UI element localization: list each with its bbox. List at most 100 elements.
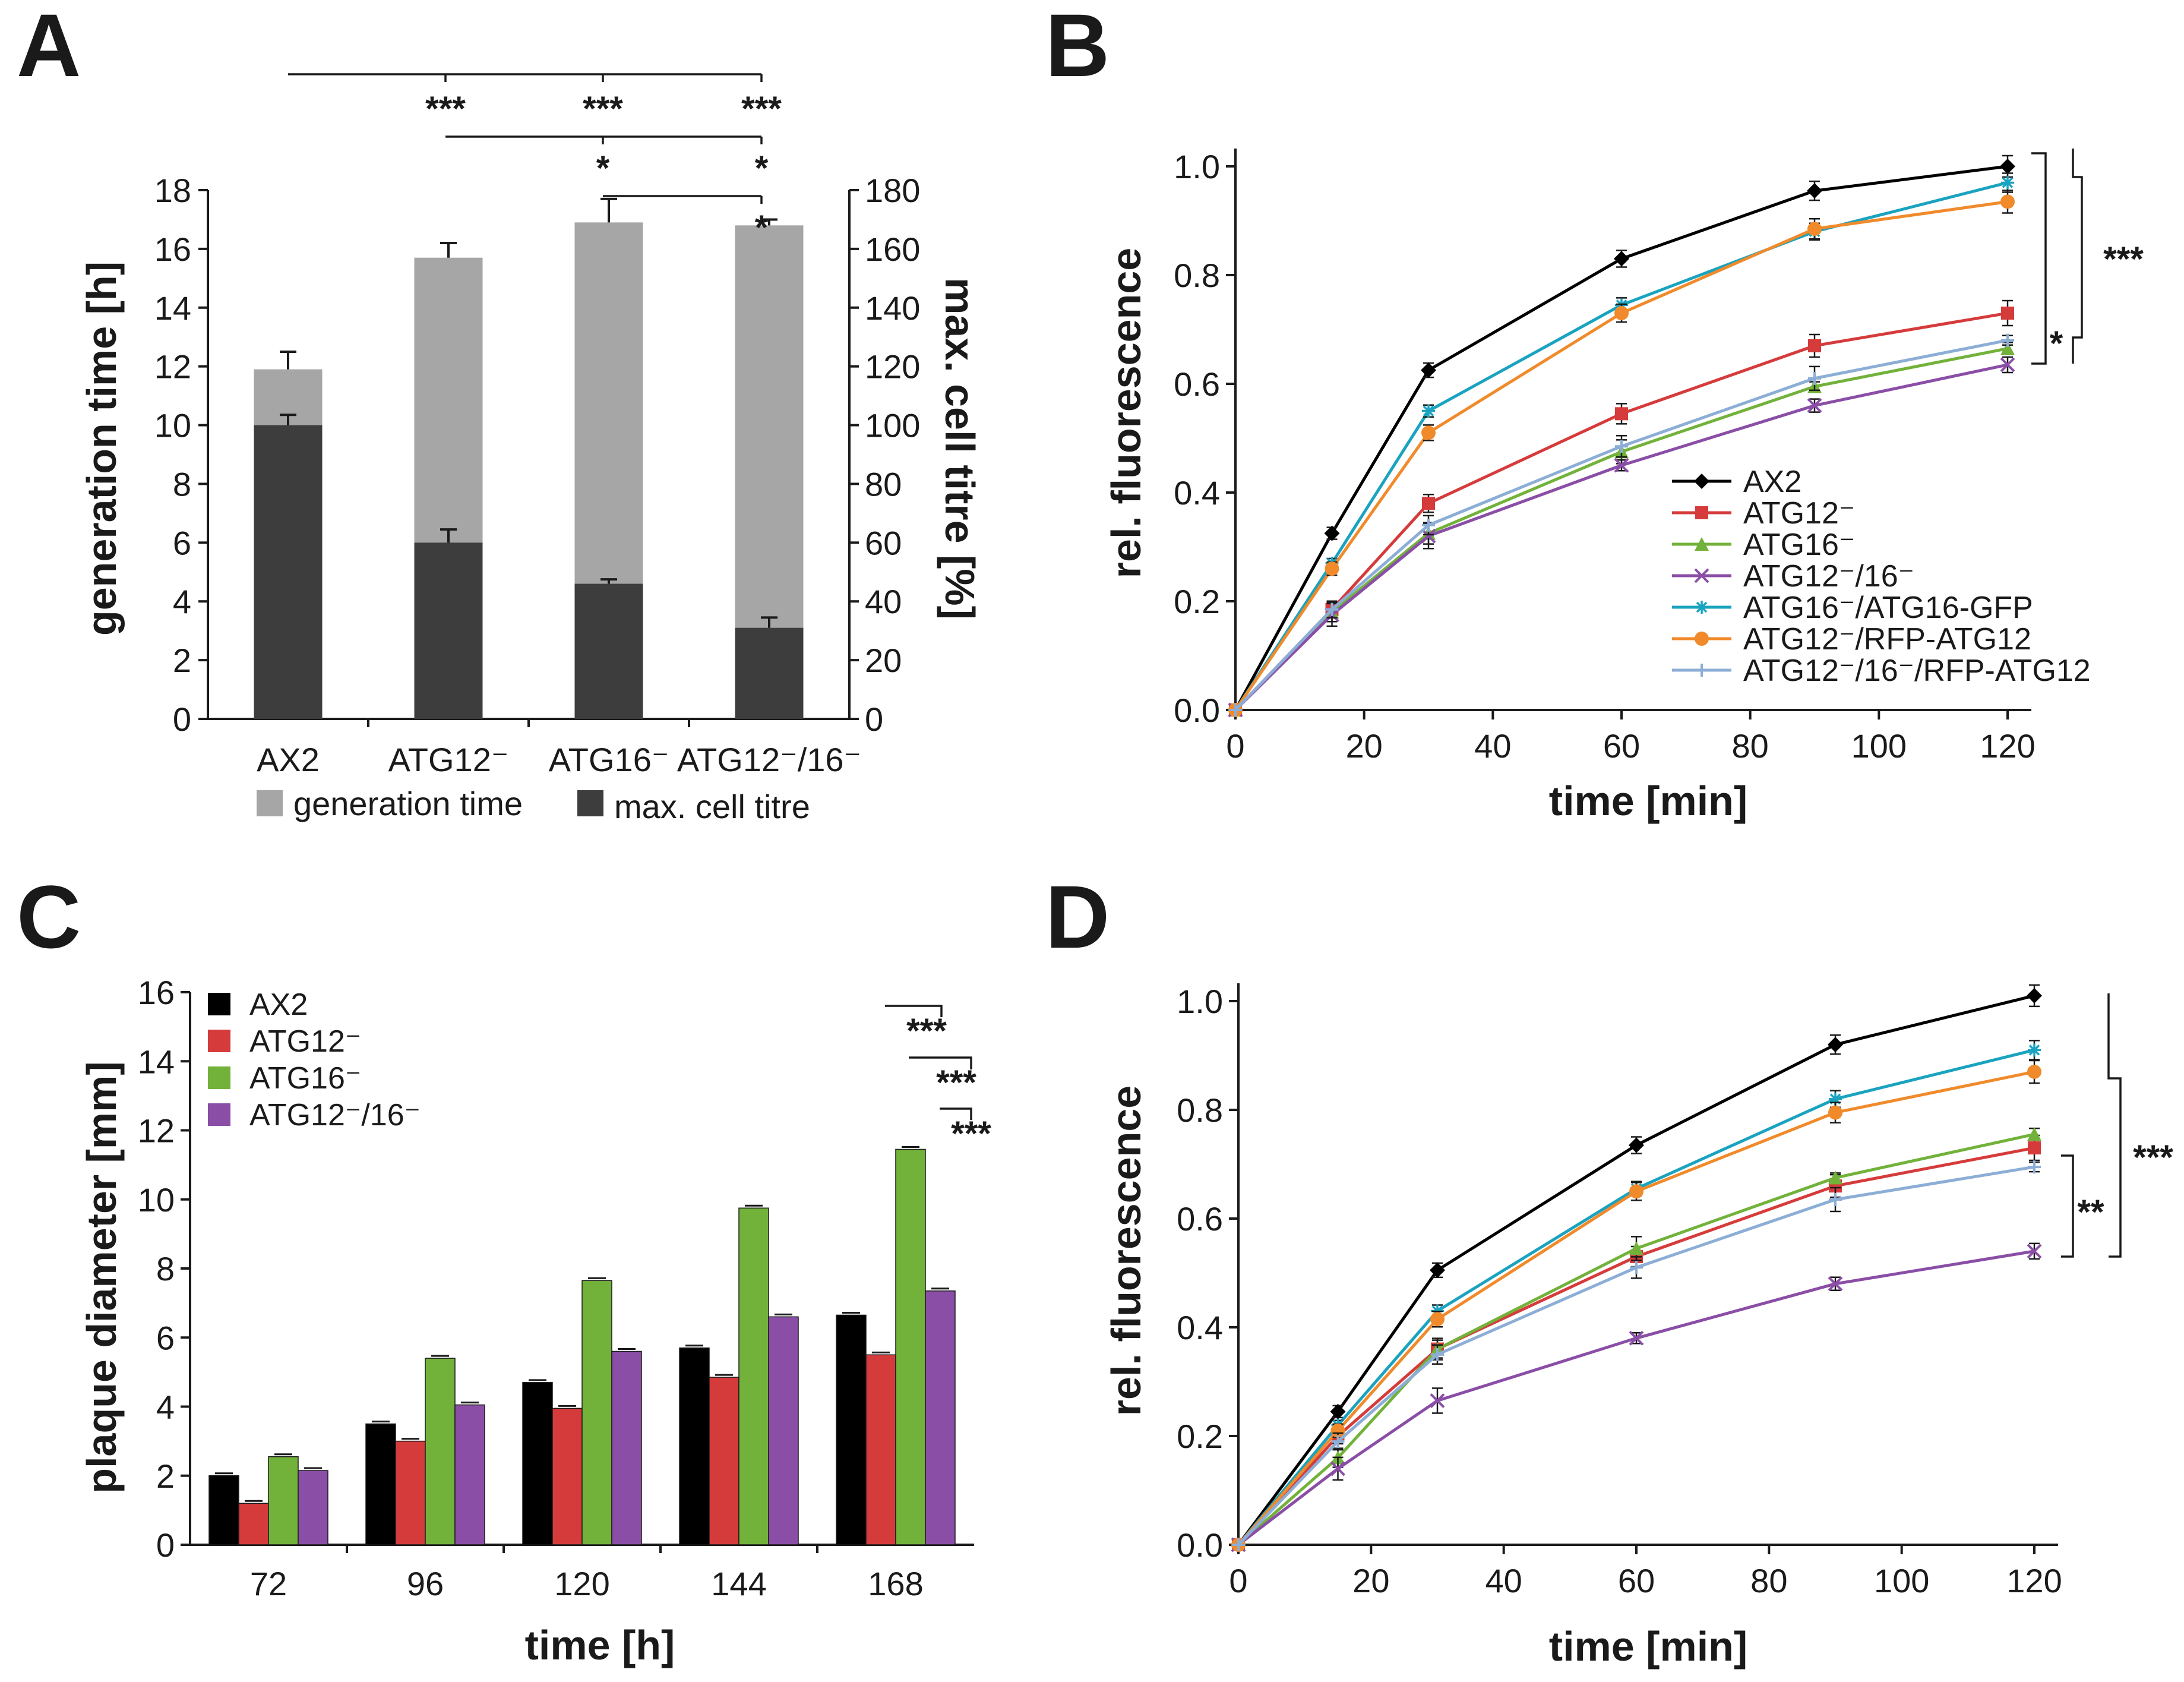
a-sig-5: * xyxy=(755,149,769,188)
a-errorbar-generation-time xyxy=(440,242,457,258)
a-sig-6: * xyxy=(755,209,769,247)
a-y2-tick-label: 100 xyxy=(865,407,920,444)
c-x-tick-label: 168 xyxy=(868,1565,923,1602)
d-y-tick-label: 0.4 xyxy=(1177,1309,1223,1346)
d-data-point xyxy=(1430,1262,1445,1278)
a-y2-tick-label: 20 xyxy=(865,642,902,679)
a-legend-swatch-titre xyxy=(577,790,603,816)
d-x-tick-label: 100 xyxy=(1874,1562,1929,1599)
b-y-tick-label: 0.2 xyxy=(1174,583,1220,620)
d-data-point xyxy=(1629,1330,1644,1346)
b-series-line xyxy=(1234,165,2008,711)
d-data-point xyxy=(2027,1244,2042,1259)
a-bar-cell-titre xyxy=(414,542,483,719)
c-x-tick-label: 120 xyxy=(554,1565,609,1602)
a-y2-tick-label: 180 xyxy=(865,172,920,209)
c-bar xyxy=(454,1404,485,1545)
c-sig-1: *** xyxy=(906,1012,947,1050)
c-significance-brackets xyxy=(885,1005,972,1120)
d-series-line xyxy=(1237,1146,2035,1546)
b-data-point xyxy=(1422,404,1435,418)
b-legend-label: ATG12⁻/16⁻/RFP-ATG12 xyxy=(1743,654,2091,688)
c-y-tick-label: 0 xyxy=(156,1526,175,1564)
a-y-tick-label: 0 xyxy=(173,700,191,738)
b-data-point xyxy=(1615,407,1628,421)
b-legend-label: ATG12⁻ xyxy=(1743,496,1855,531)
a-legend-label-gen: generation time xyxy=(293,785,523,822)
d-data-point xyxy=(1430,1312,1445,1327)
a-errorbar-generation-time xyxy=(761,218,777,226)
a-errorbar-generation-time xyxy=(600,197,617,223)
b-data-point xyxy=(1614,251,1629,267)
a-sig-1: *** xyxy=(425,90,466,128)
a-y-tick-label: 10 xyxy=(154,407,191,444)
b-sig-2: * xyxy=(2050,324,2063,363)
b-data-point xyxy=(1807,222,1822,236)
panel-label-a: A xyxy=(17,0,81,95)
b-y-tick-label: 1.0 xyxy=(1174,148,1220,185)
a-legend-swatch-gen xyxy=(257,790,283,816)
b-data-point xyxy=(1808,371,1821,385)
d-series-line xyxy=(1237,1048,2035,1546)
a-sig-3: *** xyxy=(741,90,782,128)
a-y2-tick-label: 0 xyxy=(865,700,883,738)
d-data-point xyxy=(1430,1393,1445,1408)
b-series-line xyxy=(1234,347,2008,711)
c-y-tick-label: 2 xyxy=(156,1457,175,1495)
b-x-tick-label: 120 xyxy=(1980,727,2035,765)
b-legend-marker xyxy=(1695,506,1708,519)
b-series-line xyxy=(1234,339,2008,711)
b-data-point xyxy=(1808,339,1821,352)
a-y-tick-label: 16 xyxy=(154,231,191,268)
d-data-point xyxy=(1828,1170,1842,1185)
c-sig-2: *** xyxy=(936,1064,976,1102)
a-y-tick-label: 14 xyxy=(154,289,191,327)
c-y-tick-label: 10 xyxy=(138,1181,175,1219)
a-errorbar-generation-time xyxy=(280,350,296,370)
panel-d-chart: rel. fluorescence time [min] 0.0 0.2 0.4 0.… xyxy=(1103,983,2173,1670)
a-sig-2: *** xyxy=(583,90,623,128)
d-y-tick-label: 0.6 xyxy=(1177,1200,1223,1238)
c-sig-3: *** xyxy=(951,1115,991,1153)
a-y2-axis-title: max. cell titre [%] xyxy=(937,277,983,620)
a-x-tick-label: ATG12⁻/16⁻ xyxy=(677,741,861,778)
b-data-point xyxy=(1421,528,1436,544)
c-legend-swatch xyxy=(208,1103,230,1126)
b-data-point xyxy=(1422,497,1435,510)
d-sig-2: ** xyxy=(2077,1193,2104,1232)
a-y2-tick-label: 160 xyxy=(865,231,920,268)
b-data-point xyxy=(2001,307,2014,320)
b-legend-label: ATG16⁻ xyxy=(1743,528,1855,562)
d-data-point xyxy=(1629,1137,1644,1153)
d-series-line xyxy=(1237,1165,2035,1546)
b-data-point xyxy=(1807,183,1822,199)
a-y-tick-label: 2 xyxy=(173,642,191,679)
a-y-tick-label: 6 xyxy=(173,524,191,561)
d-data-point xyxy=(1829,1092,1842,1106)
d-data-point xyxy=(1330,1403,1346,1419)
a-y2-tick-label: 80 xyxy=(865,465,902,503)
b-data-point xyxy=(1421,425,1436,440)
d-data-point xyxy=(1829,1192,1842,1206)
a-bar-cell-titre xyxy=(254,425,323,719)
a-y-tick-label: 8 xyxy=(173,465,191,503)
a-legend-label-titre: max. cell titre xyxy=(614,788,810,825)
c-bar xyxy=(738,1207,769,1545)
b-data-point xyxy=(2000,341,2015,355)
d-x-tick-label: 40 xyxy=(1486,1562,1522,1599)
d-x-tick-label: 80 xyxy=(1750,1562,1787,1599)
d-data-point xyxy=(1828,1105,1842,1120)
c-y-tick-label: 16 xyxy=(138,974,175,1011)
c-bar xyxy=(208,1475,239,1545)
d-series-line xyxy=(1237,1249,2035,1546)
b-legend-marker xyxy=(1695,537,1709,551)
b-sig-1: *** xyxy=(2103,240,2144,279)
d-data-point xyxy=(1431,1348,1444,1361)
c-bar xyxy=(395,1440,426,1545)
d-y-tick-label: 1.0 xyxy=(1177,983,1223,1020)
c-bar xyxy=(298,1470,328,1545)
c-bar xyxy=(611,1350,642,1545)
d-data-point xyxy=(1828,1276,1843,1292)
a-x-tick-label: ATG12⁻ xyxy=(388,741,509,778)
b-legend-marker xyxy=(1695,601,1708,614)
